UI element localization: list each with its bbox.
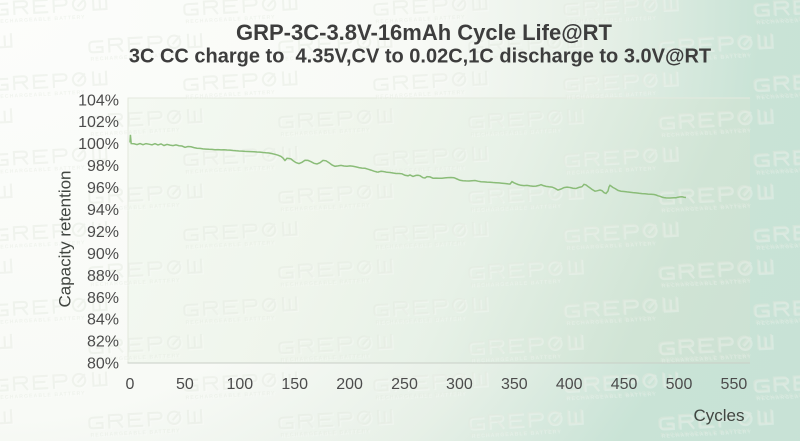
svg-text:84%: 84% (87, 312, 119, 329)
svg-text:150: 150 (281, 376, 308, 393)
svg-text:88%: 88% (87, 268, 119, 285)
svg-text:300: 300 (446, 376, 473, 393)
svg-text:500: 500 (666, 376, 693, 393)
svg-text:96%: 96% (87, 180, 119, 197)
svg-text:82%: 82% (87, 334, 119, 351)
svg-text:90%: 90% (87, 246, 119, 263)
svg-text:Cycles: Cycles (693, 406, 744, 425)
svg-text:102%: 102% (78, 114, 119, 131)
svg-text:92%: 92% (87, 224, 119, 241)
svg-text:3C CC charge to 4.35V,CV to 0: 3C CC charge to 4.35V,CV to 0.02C,1C dis… (129, 46, 711, 68)
svg-text:100: 100 (226, 376, 253, 393)
svg-text:Capacity retention: Capacity retention (56, 170, 75, 307)
svg-text:100%: 100% (78, 136, 119, 153)
svg-text:86%: 86% (87, 290, 119, 307)
svg-text:550: 550 (721, 376, 748, 393)
svg-text:104%: 104% (78, 92, 119, 109)
svg-text:GRP-3C-3.8V-16mAh Cycle Life@R: GRP-3C-3.8V-16mAh Cycle Life@RT (236, 20, 613, 45)
svg-text:400: 400 (556, 376, 583, 393)
svg-text:0: 0 (126, 376, 135, 393)
svg-text:98%: 98% (87, 158, 119, 175)
svg-text:50: 50 (176, 376, 194, 393)
svg-text:94%: 94% (87, 202, 119, 219)
svg-text:450: 450 (611, 376, 638, 393)
svg-text:80%: 80% (87, 356, 119, 373)
svg-text:350: 350 (501, 376, 528, 393)
svg-text:200: 200 (336, 376, 363, 393)
svg-text:250: 250 (391, 376, 418, 393)
